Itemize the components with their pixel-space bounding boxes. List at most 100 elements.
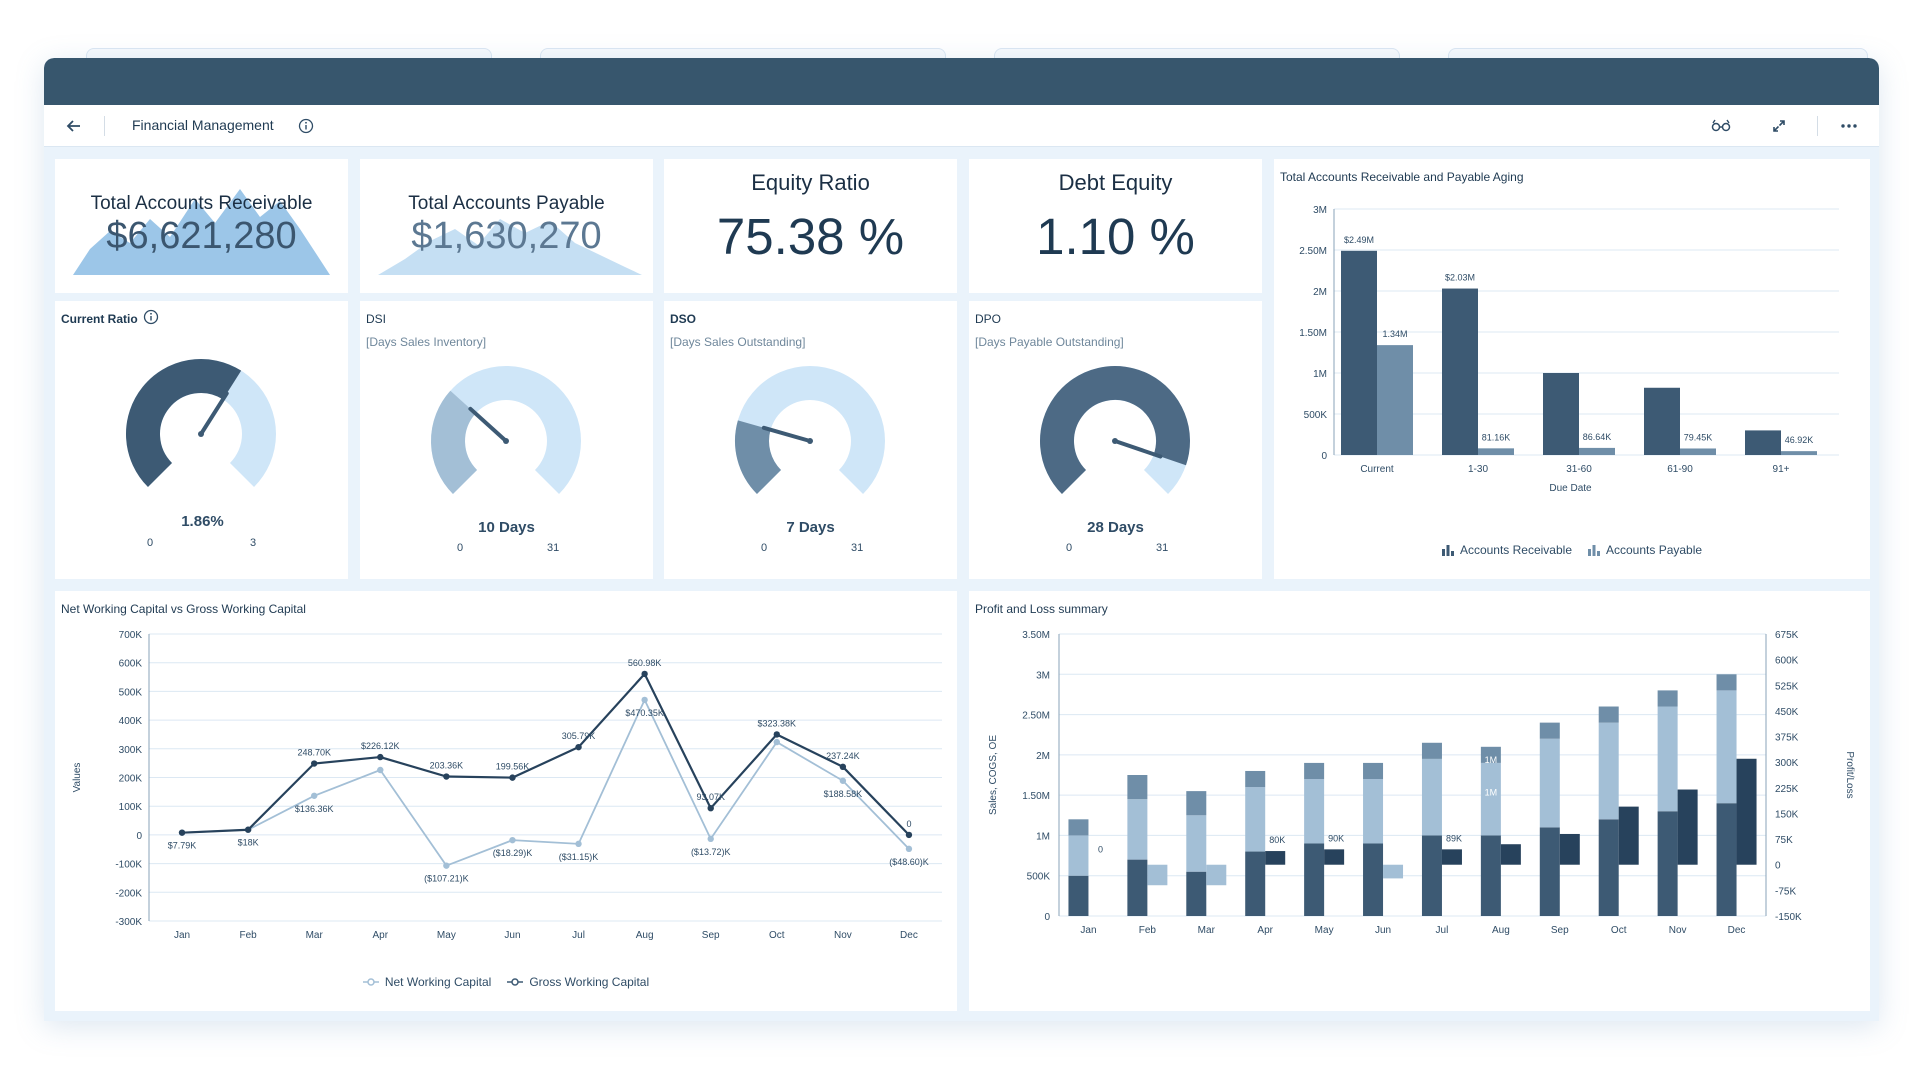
legend-item-receivable[interactable]: Accounts Receivable (1441, 543, 1572, 557)
y-tick-label: 2.50M (1022, 711, 1050, 722)
expand-icon[interactable] (1766, 113, 1792, 139)
working-capital-chart-card[interactable]: Net Working Capital vs Gross Working Cap… (55, 591, 957, 1011)
x-tick-label: 1-30 (1468, 464, 1488, 475)
x-tick-label: Jun (1375, 925, 1391, 936)
bar-cogs (1304, 843, 1325, 916)
bar-sales-top (1657, 690, 1678, 707)
bar-profit-loss (1147, 864, 1168, 886)
series-line (181, 671, 910, 836)
data-label: 1.34M (1382, 329, 1407, 339)
bar-cogs (1127, 859, 1148, 916)
bar-oe (1716, 690, 1737, 804)
y2-tick-label: 675K (1775, 630, 1799, 641)
x-tick-label: Jul (1436, 925, 1449, 936)
data-label: 1M (1485, 787, 1498, 797)
data-label: $2.49M (1344, 235, 1374, 245)
chart-legend: Net Working Capital Gross Working Capita… (55, 975, 957, 989)
legend-item-net-working-capital[interactable]: Net Working Capital (362, 975, 491, 989)
y2-tick-label: 0 (1775, 861, 1781, 872)
y2-tick-label: 300K (1775, 758, 1799, 769)
data-label: $470.35K (625, 708, 664, 718)
y2-tick-label: 525K (1775, 681, 1799, 692)
y2-tick-label: -75K (1775, 886, 1796, 897)
gauge-needle (199, 391, 229, 436)
kpi-card-payable[interactable]: Total Accounts Payable $1,630,270 (360, 159, 653, 293)
bar-profit-loss (1383, 864, 1404, 879)
y-axis-title: Sales, COGS, OE (988, 735, 999, 815)
gauge-max-label: 3 (250, 537, 257, 549)
gauge-card-dpo[interactable]: DPO [Days Payable Outstanding] 28 Days 0… (969, 301, 1262, 579)
page-title: Financial Management (132, 117, 274, 133)
data-label: 93.07K (696, 792, 725, 802)
kpi-card-receivable[interactable]: Total Accounts Receivable $6,621,280 (55, 159, 348, 293)
data-point (773, 731, 780, 738)
kpi-card-equity-ratio[interactable]: Equity Ratio 75.38 % (664, 159, 957, 293)
line-marker-icon (362, 978, 379, 986)
data-point (905, 845, 913, 853)
x-tick-label: Apr (1257, 925, 1273, 936)
info-icon[interactable] (143, 309, 159, 330)
y-tick-label: 0 (1321, 451, 1327, 462)
y-tick-label: 400K (119, 716, 143, 727)
info-icon[interactable] (293, 113, 319, 139)
bar-profit-loss (1206, 864, 1227, 886)
y-tick-label: 3M (1036, 670, 1050, 681)
bar-sales-top (1421, 742, 1442, 759)
sparkline-area (73, 189, 330, 275)
glasses-icon[interactable] (1708, 113, 1734, 139)
gauge-value-label: 1.86% (181, 513, 224, 530)
data-point (773, 738, 780, 746)
legend-item-payable[interactable]: Accounts Payable (1588, 543, 1702, 557)
data-label: 79.45K (1684, 432, 1713, 442)
gauge-max-label: 31 (1156, 542, 1169, 554)
bar-cogs (1421, 835, 1442, 916)
profit-loss-bar-chart: 0 500K 1M 1.50M 2M 2.50M 3M 3.50M -150K -75K 0 75K 1… (988, 630, 1855, 936)
x-tick-label: Mar (1198, 925, 1216, 936)
kpi-value: $1,630,270 (411, 215, 602, 257)
bar-chart-icon (1441, 545, 1454, 556)
bar-oe (1657, 706, 1678, 812)
more-horizontal-icon[interactable] (1836, 113, 1862, 139)
gauge-card-current-ratio[interactable]: Current Ratio 1.86% 0 3 (55, 301, 348, 579)
back-arrow-icon[interactable] (61, 113, 87, 139)
x-tick-label: Apr (373, 930, 389, 941)
data-label: 199.56K (496, 762, 530, 772)
bar-oe (1304, 779, 1325, 844)
data-label: 0 (906, 819, 911, 829)
toolbar-divider (104, 116, 105, 136)
y-tick-label: 700K (119, 630, 143, 641)
data-label: 560.98K (628, 658, 662, 668)
x-tick-label: Aug (636, 930, 654, 941)
y-tick-label: 200K (119, 774, 143, 785)
gauge-min-label: 0 (1066, 542, 1073, 554)
gauge-max-label: 31 (851, 542, 864, 554)
data-label: $188.58K (824, 789, 863, 799)
card-subtitle: [Days Payable Outstanding] (975, 335, 1124, 349)
line-marker-icon (507, 978, 524, 986)
aging-chart-card[interactable]: Total Accounts Receivable and Payable Ag… (1274, 159, 1870, 579)
data-label: 89K (1446, 833, 1462, 843)
data-point (641, 696, 648, 704)
chart-title: Total Accounts Receivable and Payable Ag… (1280, 170, 1524, 184)
gauge-pivot (503, 438, 509, 444)
gauge-needle (1113, 439, 1163, 459)
bar-oe (1598, 722, 1619, 820)
y2-tick-label: 450K (1775, 707, 1799, 718)
bar-cogs (1480, 835, 1501, 916)
profit-loss-chart-card[interactable]: Profit and Loss summary 0 500K 1M 1.50M 2M 2.… (969, 591, 1870, 1011)
data-point (707, 804, 714, 812)
gauge-card-dsi[interactable]: DSI [Days Sales Inventory] 10 Days 0 31 (360, 301, 653, 579)
data-label: 90K (1328, 833, 1344, 843)
y2-tick-label: -150K (1775, 912, 1802, 923)
card-title: Current Ratio (61, 312, 138, 326)
bar-receivable (1745, 430, 1781, 455)
y-tick-label: -100K (115, 860, 142, 871)
x-tick-label: Sep (1551, 925, 1569, 936)
x-tick-label: 31-60 (1566, 464, 1592, 475)
gauge-pivot (807, 438, 813, 444)
kpi-card-debt-equity[interactable]: Debt Equity 1.10 % (969, 159, 1262, 293)
x-tick-label: Nov (1669, 925, 1687, 936)
legend-item-gross-working-capital[interactable]: Gross Working Capital (507, 975, 649, 989)
gauge-fill (735, 420, 782, 495)
gauge-card-dso[interactable]: DSO [Days Sales Outstanding] 7 Days 0 31 (664, 301, 957, 579)
